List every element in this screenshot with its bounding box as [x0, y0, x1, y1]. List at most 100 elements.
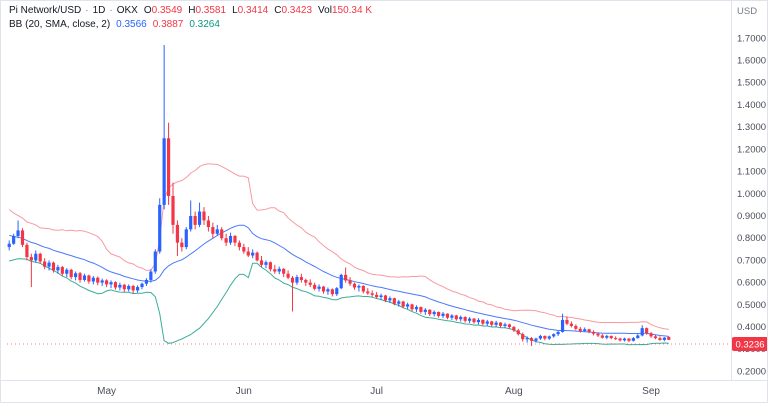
currency-label: USD [737, 6, 757, 17]
exchange-label[interactable]: OKX [116, 5, 138, 16]
candle-body [38, 253, 42, 262]
price-axis-label: 1.7000 [737, 33, 766, 44]
candle-body [631, 338, 635, 341]
candle-body [25, 244, 29, 258]
candle-body [317, 286, 321, 289]
candle-body [618, 338, 622, 341]
candle-body [131, 285, 135, 291]
candle-body [158, 204, 162, 252]
candle-body [419, 307, 423, 312]
candle-body [605, 335, 609, 338]
candle-body [304, 279, 308, 283]
candle-body [290, 277, 295, 283]
candle-body [392, 298, 396, 304]
candle-body [197, 211, 202, 225]
candle-body [543, 335, 547, 339]
candle-body [636, 335, 640, 339]
chart-legend: Pi Network/USD · 1D · OKX O 0.3549 H 0.3… [9, 4, 372, 32]
price-axis-label: 0.8000 [737, 233, 766, 244]
candle-body [512, 327, 516, 331]
candle-body [653, 336, 658, 339]
candle-body [175, 224, 180, 243]
candle-body [82, 275, 87, 280]
indicator-row[interactable]: BB (20, SMA, close, 2) 0.3566 0.3887 0.3… [9, 18, 372, 32]
candle-body [432, 311, 436, 315]
candle-body [330, 289, 334, 295]
time-axis-label: Sep [642, 386, 660, 397]
candle-body [578, 328, 582, 332]
candle-body [414, 307, 419, 310]
candle-body [127, 285, 131, 290]
candle-body [144, 279, 149, 284]
bb-basis-line [9, 224, 669, 337]
candle-body [202, 211, 206, 221]
candle-body [189, 215, 193, 230]
candle-body [565, 319, 569, 324]
candle-body [16, 230, 20, 236]
candle-body [361, 285, 365, 292]
candle-body [246, 251, 250, 256]
candle-body [459, 317, 463, 320]
interval-label[interactable]: 1D [92, 5, 106, 16]
candle-body [233, 235, 237, 243]
candle-body [47, 262, 51, 267]
high-label: H [188, 5, 196, 16]
candle-body [51, 262, 56, 271]
candle-body [463, 317, 467, 321]
candle-body [113, 282, 118, 288]
symbol-name[interactable]: Pi Network/USD [9, 5, 82, 16]
candle-body [264, 262, 268, 265]
price-axis-label: 1.0000 [737, 189, 766, 200]
candle-body [352, 283, 357, 288]
candle-body [96, 277, 100, 283]
time-axis[interactable]: May Jun Jul Aug Sep [97, 386, 660, 397]
candle-body [282, 268, 286, 274]
candle-body [640, 328, 644, 336]
candle-body [65, 269, 69, 274]
candle-body [529, 338, 534, 341]
time-axis-label: May [97, 386, 116, 397]
price-axis[interactable]: 1.7000 1.6000 1.5000 1.4000 1.3000 1.2000 1.10… [737, 6, 766, 377]
last-price-badge: 0.3236 [732, 336, 767, 351]
price-axis-label: 0.5000 [737, 300, 766, 311]
candle-body [428, 309, 432, 315]
candle-body [547, 336, 551, 339]
candle-body [277, 268, 281, 272]
candle-body [645, 328, 649, 334]
price-axis-label: 0.9000 [737, 211, 766, 222]
candle-body [538, 335, 543, 339]
candle-body [472, 318, 476, 323]
volume-label: Vol [318, 5, 332, 16]
candle-body [220, 229, 224, 239]
candle-body [560, 319, 565, 332]
candle-body [445, 313, 450, 318]
close-label: C [274, 5, 282, 16]
symbol-row[interactable]: Pi Network/USD · 1D · OKX O 0.3549 H 0.3… [9, 4, 372, 18]
candle-body [215, 229, 219, 234]
candle-body [100, 280, 104, 283]
candle-body [383, 295, 388, 301]
candle-body [467, 318, 472, 321]
candle-body [348, 280, 352, 284]
candle-body [20, 230, 25, 245]
candle-body [224, 238, 228, 243]
candle-body [184, 229, 188, 248]
candle-body [423, 309, 427, 312]
candlesticks [7, 44, 671, 346]
candle-body [627, 338, 631, 341]
candle-body [587, 329, 591, 332]
candle-body [140, 283, 144, 288]
candle-body [321, 286, 326, 292]
volume-value: 150.34 K [331, 5, 372, 16]
candle-body [441, 313, 445, 316]
candle-body [273, 269, 277, 272]
candle-body [228, 235, 233, 243]
indicator-name[interactable]: BB (20, SMA, close, 2) [9, 19, 111, 30]
bb-basis-value: 0.3566 [116, 19, 147, 30]
candle-body [87, 275, 91, 282]
candle-body [622, 338, 627, 341]
candle-body [476, 319, 481, 323]
candle-body [450, 315, 454, 318]
open-value: 0.3549 [151, 5, 183, 16]
